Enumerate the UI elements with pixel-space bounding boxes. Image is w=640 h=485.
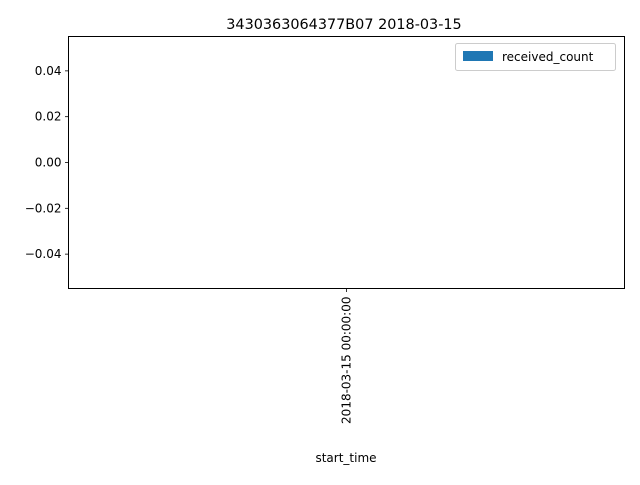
legend-label: received_count (502, 50, 594, 64)
y-tick-label: −0.04 (25, 247, 62, 261)
y-tick-label: 0.02 (35, 110, 62, 124)
y-tick-label: −0.02 (25, 201, 62, 215)
x-axis-label: start_time (315, 451, 376, 465)
legend-swatch (463, 51, 493, 61)
legend-frame (455, 43, 616, 71)
y-tick-label: 0.00 (35, 156, 62, 170)
y-axis: 0.04 0.02 0.00 −0.02 −0.04 (25, 64, 69, 261)
y-tick-label: 0.04 (35, 64, 62, 78)
x-tick-label: 2018-03-15 00:00:00 (340, 297, 354, 424)
chart-title: 3430363064377B07 2018-03-15 (226, 17, 461, 33)
legend: received_count (455, 43, 616, 71)
x-axis: 2018-03-15 00:00:00 (340, 288, 354, 424)
